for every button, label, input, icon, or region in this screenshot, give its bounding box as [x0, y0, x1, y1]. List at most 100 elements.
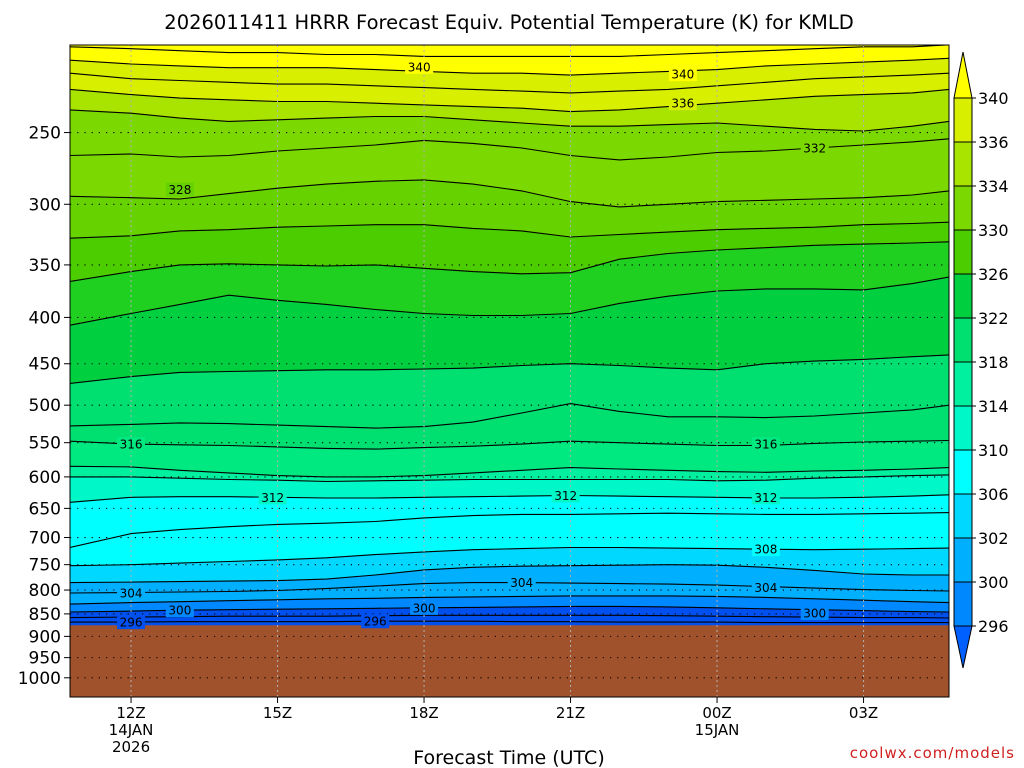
contour-line: [70, 57, 949, 76]
y-tick-label: 750: [29, 556, 61, 576]
x-tick-label: 21Z: [556, 704, 585, 722]
contour-band: [70, 494, 949, 548]
colorbar-band: [953, 537, 973, 583]
contour-band: [70, 89, 949, 131]
colorbar-label: 310: [978, 441, 1009, 460]
contour-line: [70, 72, 949, 94]
contour-line: [70, 221, 949, 239]
x-tick-label: 18Z: [409, 704, 438, 722]
contour-label: 300: [168, 604, 191, 618]
colorbar-band: [953, 141, 973, 187]
contour-label: 304: [510, 576, 533, 590]
contour-line: [70, 546, 949, 567]
contour-label: 300: [803, 606, 826, 620]
contour-line: [70, 474, 949, 483]
contour-band: [70, 222, 949, 282]
colorbar-label: 314: [978, 397, 1009, 416]
colorbar-band: [953, 229, 973, 275]
x-axis-label: Forecast Time (UTC): [413, 747, 604, 768]
contour-band: [70, 138, 949, 207]
contour-label: 340: [408, 60, 431, 74]
contour-label: 336: [671, 97, 694, 111]
ground-layer: [70, 625, 949, 697]
x-tick-label: 14JAN: [109, 721, 154, 739]
contour-label-bg: [165, 603, 194, 618]
contour-label-bg: [751, 490, 780, 505]
colorbar: 340 336 334 330 326 322 318 314 310 306 302 300 296: [953, 51, 1009, 669]
colorbar-label: 300: [978, 573, 1009, 592]
contour-label: 308: [754, 543, 777, 557]
colorbar-label: 340: [978, 89, 1009, 108]
y-tick-label: 700: [29, 529, 61, 549]
colorbar-band: [953, 273, 973, 319]
y-tick-label: 950: [29, 649, 61, 669]
y-tick-label: 400: [29, 308, 61, 328]
contour-label-bg: [405, 59, 434, 74]
credit-text: coolwx.com/models: [850, 744, 1015, 762]
contour-line: [70, 45, 949, 57]
contour-band: [70, 403, 949, 450]
contour-label-bg: [361, 614, 390, 629]
colorbar-band: [953, 97, 973, 143]
contour-label-bg: [165, 182, 194, 197]
contour-line: [70, 179, 949, 208]
contour-band: [70, 354, 949, 429]
contour-label-bg: [551, 488, 580, 503]
colorbar-band: [953, 361, 973, 407]
y-tick-label: 550: [29, 434, 61, 454]
contour-label: 332: [803, 141, 826, 155]
colorbar-label: 334: [978, 177, 1009, 196]
colorbar-bottom-arrow: [953, 625, 973, 669]
contour-label: 316: [120, 438, 143, 452]
colorbar-label: 306: [978, 485, 1009, 504]
contour-label: 300: [413, 601, 436, 615]
y-tick-label: 250: [29, 124, 61, 144]
colorbar-label: 336: [978, 133, 1009, 152]
contour-band: [70, 615, 949, 623]
contour-label-layer: 340 340 336 332 328 316 316 312 312 312 308 304 304 3…: [117, 59, 829, 630]
contour-label-bg: [668, 67, 697, 82]
y-tick-label: 350: [29, 256, 61, 276]
contour-band: [70, 109, 949, 160]
contour-label: 312: [261, 491, 284, 505]
contour-line: [70, 88, 949, 113]
y-tick-label: 500: [29, 396, 61, 416]
colorbar-label: 326: [978, 265, 1009, 284]
contour-band: [70, 474, 949, 503]
contour-label: 312: [554, 489, 577, 503]
colorbar-band: [953, 493, 973, 539]
colorbar-top-arrow: [953, 51, 973, 99]
contour-band: [70, 277, 949, 384]
colorbar-label: 318: [978, 353, 1009, 372]
grid-layer: [70, 45, 949, 697]
contour-band: [70, 241, 949, 326]
contour-line: [70, 512, 949, 549]
contour-label-bg: [751, 437, 780, 452]
colorbar-label: 302: [978, 529, 1009, 548]
contour-label: 312: [754, 491, 777, 505]
chart-title: 2026011411 HRRR Forecast Equiv. Potentia…: [164, 11, 853, 34]
y-tick-label: 650: [29, 499, 61, 519]
contour-line: [70, 276, 949, 326]
colorbar-band: [953, 405, 973, 451]
y-tick-label: 600: [29, 468, 61, 488]
x-tick-label: 15Z: [263, 704, 292, 722]
contour-line: [70, 465, 949, 478]
x-tick-label: 2026: [112, 738, 150, 756]
contour-band: [70, 440, 949, 477]
contour-label-bg: [117, 615, 146, 630]
contour-label: 304: [754, 581, 777, 595]
contour-label-bg: [258, 490, 287, 505]
colorbar-label: 296: [978, 617, 1009, 636]
contour-label-bg: [800, 605, 829, 620]
contour-label: 296: [364, 615, 387, 629]
colorbar-band: [953, 185, 973, 231]
contour-line: [70, 564, 949, 584]
contour-line: [70, 595, 949, 605]
contour-label: 304: [120, 586, 143, 600]
y-tick-label: 800: [29, 581, 61, 601]
x-tick-label: 00Z: [702, 704, 731, 722]
contour-line: [70, 354, 949, 384]
